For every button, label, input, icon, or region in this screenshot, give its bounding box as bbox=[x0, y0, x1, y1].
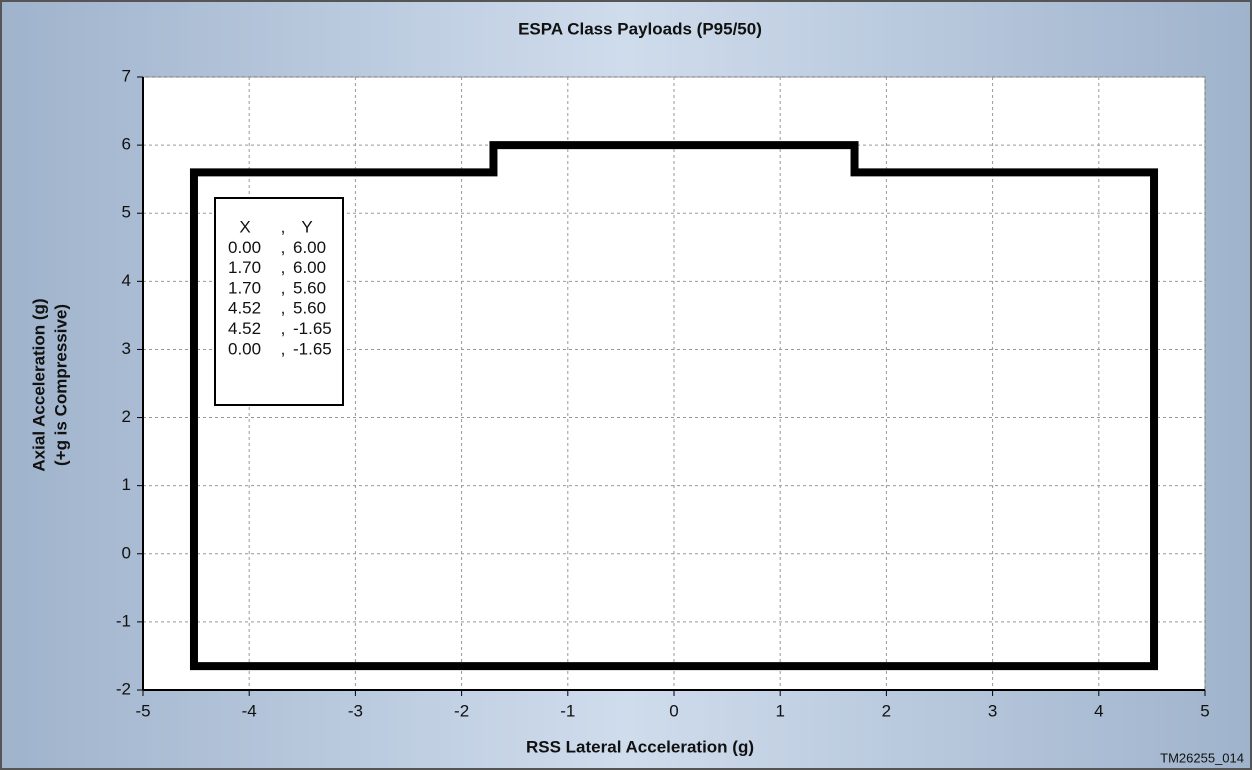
y-tick-label: 4 bbox=[122, 271, 131, 290]
x-tick-label: -2 bbox=[454, 701, 469, 720]
y-axis-label-line: Axial Acceleration (g) bbox=[29, 298, 48, 471]
y-tick-label: 2 bbox=[122, 407, 131, 426]
chart-title: ESPA Class Payloads (P95/50) bbox=[518, 19, 762, 38]
table-separator: , bbox=[281, 299, 286, 318]
marks bbox=[189, 141, 1159, 671]
y-tick-label: 1 bbox=[122, 475, 131, 494]
y-axis-label: Axial Acceleration (g) (+g is Compressiv… bbox=[29, 298, 70, 471]
table-cell: 1.70 bbox=[228, 278, 261, 297]
y-tick-label: 5 bbox=[122, 203, 131, 222]
table-header: Y bbox=[301, 217, 312, 236]
table-separator: , bbox=[281, 339, 286, 358]
x-tick-label: -1 bbox=[560, 701, 575, 720]
envelope-line bbox=[189, 141, 1159, 671]
table-cell: 6.00 bbox=[293, 238, 326, 257]
table-separator: , bbox=[281, 217, 286, 236]
x-tick-label: -4 bbox=[242, 701, 257, 720]
table-separator: , bbox=[281, 258, 286, 277]
y-tick-label: -1 bbox=[116, 611, 131, 630]
y-axis-label-line: (+g is Compressive) bbox=[51, 304, 70, 466]
x-tick-label: 1 bbox=[775, 701, 784, 720]
table-cell: 0.00 bbox=[228, 339, 261, 358]
y-tick-label: 6 bbox=[122, 135, 131, 154]
x-tick-label: 5 bbox=[1200, 701, 1209, 720]
table-cell: 6.00 bbox=[293, 258, 326, 277]
y-tick-label: 7 bbox=[122, 66, 131, 85]
table-cell: 4.52 bbox=[228, 299, 261, 318]
table-box bbox=[214, 197, 344, 406]
table-header: X bbox=[239, 217, 250, 236]
x-tick-label: 3 bbox=[988, 701, 997, 720]
x-tick-label: 2 bbox=[882, 701, 891, 720]
table-separator: , bbox=[281, 278, 286, 297]
x-tick-label: 0 bbox=[669, 701, 678, 720]
x-axis-label: RSS Lateral Acceleration (g) bbox=[526, 737, 754, 756]
table-separator: , bbox=[281, 238, 286, 257]
table-cell: 5.60 bbox=[293, 299, 326, 318]
footnote: TM26255_014 bbox=[1160, 750, 1244, 765]
x-tick-label: -3 bbox=[348, 701, 363, 720]
y-tick-label: 3 bbox=[122, 339, 131, 358]
table-cell: 5.60 bbox=[293, 278, 326, 297]
data-table: X Y, 0.00, 6.00 1.70, 6.00 1.70, 5.60 4.52, 5.60 4… bbox=[214, 197, 344, 406]
table-cell: 1.70 bbox=[228, 258, 261, 277]
table-separator: , bbox=[281, 319, 286, 338]
table-cell: -1.65 bbox=[293, 319, 332, 338]
table-cell: 0.00 bbox=[228, 238, 261, 257]
table-cell: -1.65 bbox=[293, 339, 332, 358]
y-tick-label: -2 bbox=[116, 679, 131, 698]
y-tick-label: 0 bbox=[122, 543, 131, 562]
x-tick-label: -5 bbox=[135, 701, 150, 720]
x-tick-label: 4 bbox=[1094, 701, 1103, 720]
table-cell: 4.52 bbox=[228, 319, 261, 338]
